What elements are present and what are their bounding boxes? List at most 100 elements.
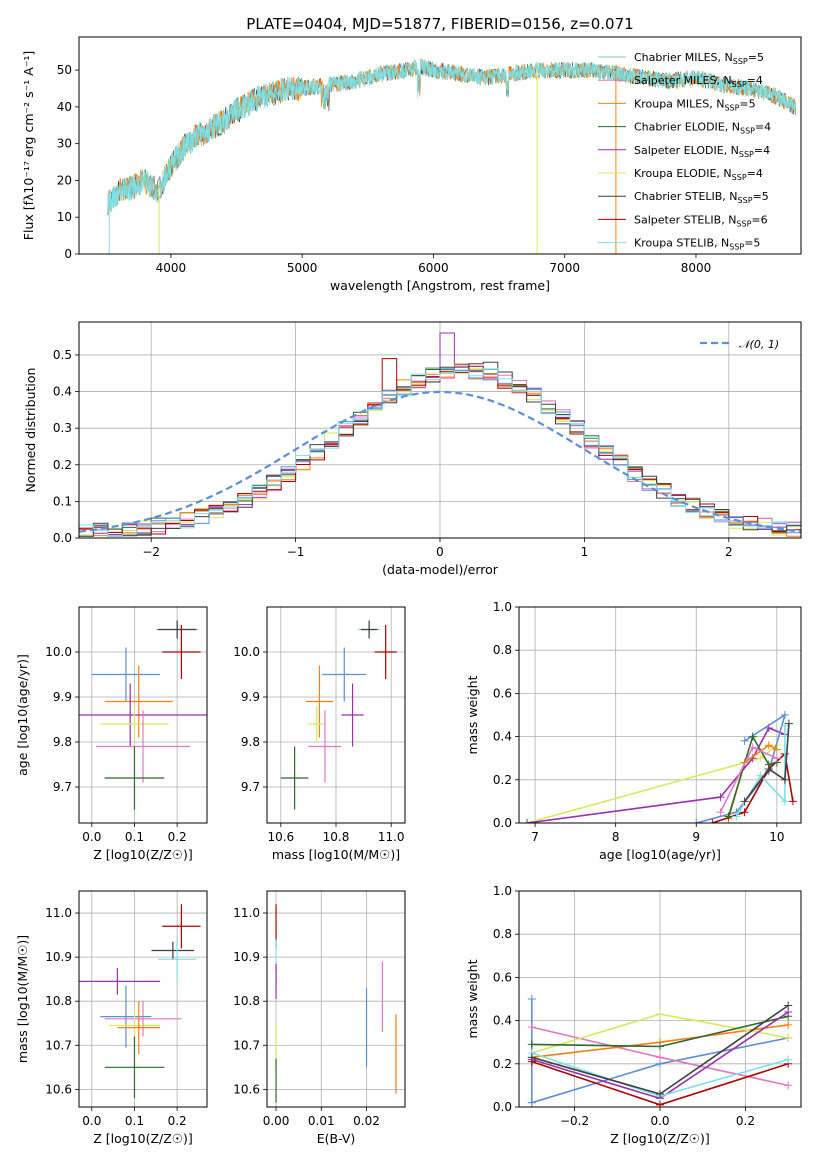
histogram-step: [79, 368, 801, 537]
x-tick-label: 0.0: [82, 830, 101, 844]
axes-frame: [78, 36, 802, 255]
x-tick-label: 0.1: [125, 1114, 144, 1128]
x-axis-label: mass [log10(M/M☉)]: [272, 847, 400, 862]
x-axis-label: (data-model)/error: [382, 562, 499, 577]
weight-marker: [764, 765, 773, 773]
y-tick-label: 0.8: [493, 927, 512, 941]
weight-marker: [788, 797, 797, 806]
axes-frame: [78, 321, 802, 539]
weight-marker: [784, 1001, 793, 1010]
weight-marker: [656, 1042, 664, 1051]
x-tick-label: 10.6: [267, 830, 294, 844]
axes-frame: [78, 606, 208, 824]
y-tick-label: 50: [57, 63, 72, 77]
weight-marker: [780, 711, 789, 719]
y-tick-label: 0.6: [493, 970, 512, 984]
legend-label: Chabrier STELIB, NSSP=5: [634, 190, 769, 205]
x-tick-label: 7: [531, 830, 539, 844]
y-tick-label: 10.7: [45, 1038, 72, 1052]
weight-marker: [716, 793, 725, 802]
y-tick-label: 10.8: [233, 994, 260, 1008]
x-tick-label: 0: [436, 545, 444, 559]
weight-marker: [772, 754, 781, 763]
y-tick-label: 0.2: [53, 458, 72, 472]
weight-marker: [692, 819, 701, 823]
y-tick-label: 10.6: [233, 1082, 260, 1096]
y-tick-label: 9.8: [241, 735, 260, 749]
y-tick-label: 9.9: [241, 690, 260, 704]
x-tick-label: 9: [692, 830, 700, 844]
legend-label: 𝒩(0, 1): [739, 338, 779, 351]
weight-marker: [784, 1020, 793, 1029]
x-axis-label: Z [log10(Z/Z☉)]: [93, 1131, 193, 1146]
y-tick-label: 9.9: [53, 690, 72, 704]
legend-label: Salpeter ELODIE, NSSP=4: [634, 144, 770, 159]
y-tick-label: 10.0: [45, 645, 72, 659]
x-tick-label: 8000: [681, 261, 712, 275]
x-tick-label: 0.01: [308, 1114, 335, 1128]
weight-marker: [656, 1053, 664, 1062]
legend-label: Kroupa ELODIE, NSSP=4: [634, 167, 763, 182]
y-tick-label: 10.7: [233, 1038, 260, 1052]
panel-spectrum: 4000 5000 6000 7000 8000 0 10 20 30 40 50 wavelengt…: [21, 36, 802, 293]
y-tick-label: 0.4: [53, 385, 72, 399]
spectrum-line: [107, 58, 796, 213]
weight-marker: [764, 741, 773, 750]
weight-marker: [784, 1033, 793, 1042]
weight-marker: [784, 1081, 793, 1090]
axes-frame: [266, 606, 406, 824]
y-tick-label: 0: [64, 247, 72, 261]
x-tick-label: −0.2: [560, 1114, 589, 1128]
y-axis-label: mass weight: [465, 675, 480, 754]
y-tick-label: 0.4: [493, 1014, 512, 1028]
y-tick-label: 10.9: [45, 950, 72, 964]
panel-residuals: −2 −1 0 1 2 0.0 0.1 0.2 0.3 0.4 0.5 (data-model)/er…: [23, 321, 802, 577]
weight-line: [743, 723, 790, 802]
y-tick-label: 0.1: [53, 494, 72, 508]
y-tick-label: 11.0: [233, 906, 260, 920]
x-tick-label: 0.2: [168, 830, 187, 844]
y-tick-label: 30: [57, 137, 72, 151]
panel-mass_vs_Z: 0.0 0.1 0.2 10.6 10.7 10.8 10.9 11.0 Z [log10(Z/…: [15, 890, 208, 1146]
y-tick-label: 10.8: [45, 994, 72, 1008]
x-axis-label: E(B-V): [317, 1131, 356, 1146]
x-axis-label: wavelength [Angstrom, rest frame]: [330, 278, 550, 293]
x-axis-label: age [log10(age/yr)]: [599, 847, 721, 862]
y-axis-label: Flux [fλ10⁻¹⁷ erg cm⁻² s⁻¹ A⁻¹]: [21, 51, 36, 240]
weight-marker: [716, 808, 725, 817]
y-tick-label: 40: [57, 100, 72, 114]
axes-frame: [78, 890, 208, 1108]
y-tick-label: 11.0: [45, 906, 72, 920]
axes-frame: [266, 890, 406, 1108]
panel-weight_vs_age: 7 8 9 10 0.0 0.2 0.4 0.6 0.8 1.0 age [log10(age/yr…: [465, 600, 802, 862]
legend-label: Salpeter MILES, NSSP=4: [634, 74, 763, 89]
x-tick-label: −2: [142, 545, 160, 559]
x-tick-label: 8: [612, 830, 620, 844]
weight-marker: [527, 995, 536, 1003]
x-axis-label: Z [log10(Z/Z☉)]: [610, 1131, 710, 1146]
panel-mass_vs_ebv: 0.00 0.01 0.02 10.6 10.7 10.8 10.9 11.0 E(B-V): [233, 890, 406, 1146]
weight-marker: [656, 1090, 664, 1099]
y-tick-label: 1.0: [493, 600, 512, 614]
y-tick-label: 9.7: [241, 780, 260, 794]
y-tick-label: 1.0: [493, 884, 512, 898]
x-tick-label: 0.2: [736, 1114, 755, 1128]
axes-frame: [518, 606, 802, 824]
y-axis-label: age [log10(age/yr)]: [15, 654, 30, 776]
y-tick-label: 20: [57, 173, 72, 187]
y-tick-label: 9.7: [53, 780, 72, 794]
x-tick-label: 1: [581, 545, 589, 559]
x-tick-label: 10: [769, 830, 784, 844]
x-tick-label: 7000: [549, 261, 580, 275]
x-tick-label: 6000: [418, 261, 449, 275]
weight-marker: [756, 754, 765, 763]
legend-label: Kroupa MILES, NSSP=5: [634, 97, 756, 112]
legend-label: Kroupa STELIB, NSSP=5: [634, 237, 760, 252]
weight-marker: [780, 721, 789, 730]
legend-label: Chabrier ELODIE, NSSP=4: [634, 121, 771, 136]
x-tick-label: 0.02: [353, 1114, 380, 1128]
y-tick-label: 10: [57, 210, 72, 224]
weight-marker: [784, 1055, 793, 1064]
axes-frame: [518, 890, 802, 1108]
weight-marker: [748, 743, 757, 752]
